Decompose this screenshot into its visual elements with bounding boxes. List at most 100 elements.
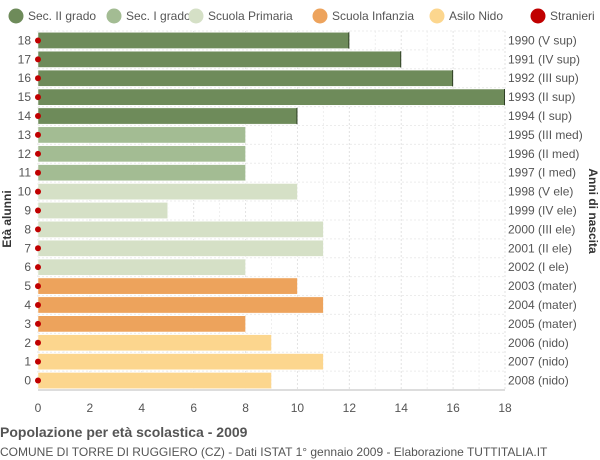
chart-subtitle: COMUNE DI TORRE DI RUGGIERO (CZ) - Dati … [0, 445, 548, 459]
bar-age-5 [37, 277, 298, 295]
bar-age-10 [37, 183, 298, 200]
stranieri-marker [35, 301, 41, 308]
age-label: 12 [18, 147, 32, 161]
birth-year-label: 2003 (mater) [508, 279, 577, 293]
age-label: 1 [24, 355, 31, 369]
age-label: 15 [18, 90, 32, 104]
legend-label: Sec. I grado [126, 9, 191, 23]
legend-label: Scuola Infanzia [332, 9, 414, 23]
x-tick-label: 12 [343, 401, 357, 415]
legend-swatch [106, 8, 122, 24]
y-axis-title: Età alunni [0, 190, 14, 247]
bar-age-18 [37, 32, 350, 49]
y-axis-right-title: Anni di nascita [586, 168, 600, 254]
bar-age-6 [37, 258, 246, 276]
legend-item-3: Scuola Infanzia [312, 8, 414, 24]
age-label: 6 [24, 260, 31, 274]
x-tick-label: 2 [87, 401, 94, 415]
stranieri-marker [35, 320, 41, 327]
age-label: 2 [24, 336, 31, 350]
age-label: 8 [24, 222, 31, 236]
stranieri-marker [35, 226, 41, 233]
birth-year-label: 2006 (nido) [508, 336, 569, 350]
legend-item-4: Asilo Nido [429, 8, 503, 24]
x-tick-label: 16 [446, 401, 460, 415]
birth-year-label: 2002 (I ele) [508, 260, 569, 274]
birth-year-label: 1991 (IV sup) [508, 52, 580, 66]
age-label: 3 [24, 317, 31, 331]
legend-label: Scuola Primaria [208, 9, 293, 23]
age-label: 11 [19, 166, 32, 180]
bar-age-3 [37, 315, 246, 333]
birth-year-label: 1996 (II med) [508, 147, 579, 161]
birth-year-label: 1994 (I sup) [508, 109, 572, 123]
legend-label: Sec. II grado [28, 9, 96, 23]
bar-age-17 [37, 50, 402, 68]
stranieri-marker [35, 75, 41, 82]
age-label: 13 [18, 128, 32, 142]
birth-year-tick-labels: 1990 (V sup) 1991 (IV sup) 1992 (III sup) 1… [508, 33, 583, 387]
birth-year-label: 1990 (V sup) [508, 33, 577, 47]
age-label: 7 [24, 241, 31, 255]
stranieri-marker [35, 113, 41, 120]
birth-year-label: 2004 (mater) [508, 298, 577, 312]
age-label: 14 [18, 109, 32, 123]
x-tick-label: 4 [138, 401, 145, 415]
bar-age-9 [37, 202, 168, 219]
stranieri-marker [35, 207, 41, 214]
age-label: 16 [18, 71, 32, 85]
x-tick-label: 18 [498, 401, 512, 415]
bar-age-13 [37, 126, 246, 144]
legend: Sec. II grado Sec. I grado Scuola Primaria… [8, 8, 595, 24]
legend-label: Asilo Nido [449, 9, 503, 23]
birth-year-label: 1997 (I med) [508, 166, 576, 180]
stranieri-marker [35, 150, 41, 157]
legend-swatch [8, 8, 24, 24]
legend-item-1: Sec. I grado [106, 8, 191, 24]
age-label: 5 [24, 279, 31, 293]
bar-age-15 [37, 88, 506, 106]
stranieri-marker [35, 358, 41, 365]
grid [37, 30, 506, 391]
bar-age-0 [37, 372, 272, 389]
x-tick-label: 8 [242, 401, 249, 415]
age-label: 18 [18, 33, 32, 47]
birth-year-label: 2008 (nido) [508, 374, 569, 388]
chart-title: Popolazione per età scolastica - 2009 [0, 424, 248, 440]
legend-item-0: Sec. II grado [8, 8, 96, 24]
stranieri-marker [35, 264, 41, 271]
bar-age-16 [37, 69, 454, 87]
x-tick-label: 14 [395, 401, 409, 415]
x-tick-label: 10 [291, 401, 305, 415]
legend-swatch [429, 8, 445, 24]
bars [35, 32, 506, 389]
x-tick-labels: 0 2 4 6 8 10 12 14 16 18 [35, 401, 512, 415]
age-label: 10 [18, 185, 32, 199]
age-label: 17 [18, 52, 32, 66]
x-tick-label: 0 [35, 401, 42, 415]
legend-swatch [188, 8, 204, 24]
bar-age-4 [37, 296, 324, 314]
stranieri-marker [35, 37, 41, 44]
age-label: 9 [24, 204, 31, 218]
stranieri-marker [35, 283, 41, 290]
bar-age-1 [37, 353, 324, 371]
bar-age-8 [37, 221, 324, 238]
bar-age-14 [37, 107, 298, 125]
stranieri-marker [35, 56, 41, 63]
birth-year-label: 1992 (III sup) [508, 71, 579, 85]
birth-year-label: 2005 (mater) [508, 317, 577, 331]
bar-age-7 [37, 239, 324, 257]
birth-year-label: 1995 (III med) [508, 128, 583, 142]
stranieri-marker [35, 339, 41, 346]
stranieri-marker [35, 131, 41, 138]
birth-year-label: 2000 (III ele) [508, 222, 575, 236]
stranieri-marker [35, 169, 41, 176]
stranieri-marker [35, 245, 41, 252]
legend-item-5: Stranieri [530, 8, 595, 24]
x-tick-label: 6 [190, 401, 197, 415]
age-label: 4 [24, 298, 31, 312]
legend-item-2: Scuola Primaria [188, 8, 293, 24]
